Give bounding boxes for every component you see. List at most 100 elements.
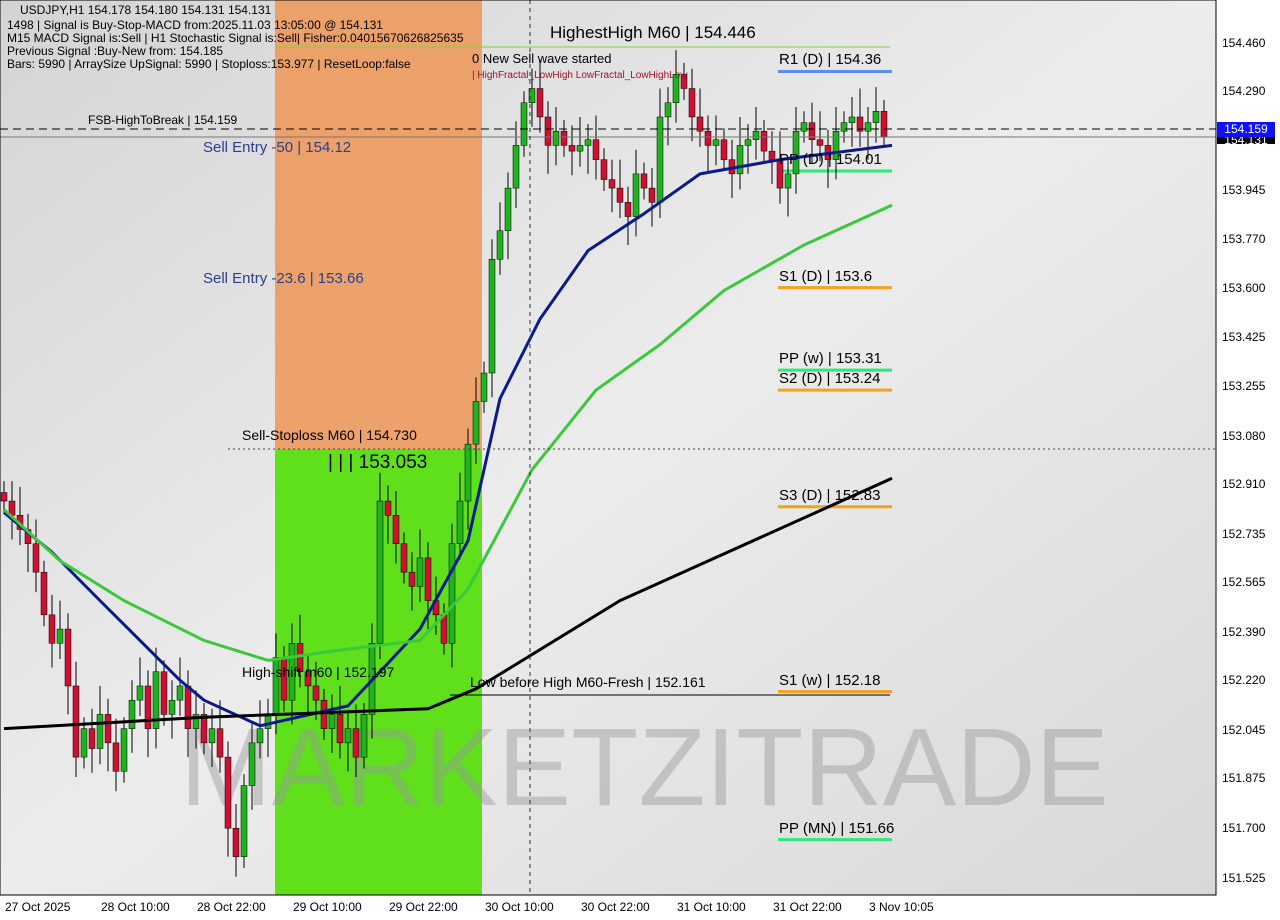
candle-body (688, 88, 696, 118)
candle-body (248, 742, 256, 786)
candle-body (520, 102, 528, 146)
candle-body (336, 714, 344, 744)
candle-body (224, 756, 232, 829)
symbol-ohlc: USDJPY,H1 154.178 154.180 154.131 154.13… (20, 3, 272, 17)
pivot-level-label: PP (MN) | 151.66 (779, 819, 895, 837)
candle-body (80, 728, 88, 758)
price-tick-label: 154.460 (1222, 36, 1266, 50)
candle-body (808, 122, 816, 140)
candle-body (424, 557, 432, 601)
candle-body (360, 714, 368, 758)
new-sell-wave-label: 0 New Sell wave started (472, 51, 612, 66)
highest-high-label: HighestHigh M60 | 154.446 (550, 23, 756, 42)
bars-info: Bars: 5990 | ArraySize UpSignal: 5990 | … (7, 57, 411, 71)
last-price-tag: 154.131 (1217, 137, 1275, 144)
time-tick-label: 30 Oct 10:00 (485, 900, 554, 914)
candle-body (384, 500, 392, 516)
signal-line: 1498 | Signal is Buy-Stop-MACD from:2025… (7, 18, 383, 32)
candle-body (800, 122, 808, 132)
candle-body (480, 372, 488, 402)
candle-body (400, 543, 408, 573)
candle-body (288, 643, 296, 701)
price-tick-label: 152.390 (1222, 624, 1266, 639)
candle-body (832, 130, 840, 160)
price-tick-label: 151.875 (1222, 771, 1266, 786)
candle-body (872, 111, 880, 123)
candle-body (664, 102, 672, 118)
candle-body (40, 571, 48, 616)
candle-body (656, 116, 664, 203)
candle-body (544, 116, 552, 146)
pivot-level-label: S2 (D) | 153.24 (779, 370, 881, 388)
candle-body (784, 173, 792, 189)
candle-body (184, 685, 192, 729)
pivot-level-label: PP (D) | 154.01 (779, 151, 882, 169)
price-tick-label: 153.080 (1222, 428, 1266, 443)
sell-entry-236-label: Sell Entry -23.6 | 153.66 (203, 270, 364, 287)
price-tick-label: 153.945 (1222, 182, 1266, 197)
candle-body (344, 728, 352, 744)
candle-body (352, 728, 360, 758)
candle-body (64, 628, 72, 687)
candle-body (712, 139, 720, 146)
candle-body (472, 401, 480, 445)
price-tick-label: 152.220 (1222, 673, 1266, 688)
time-tick-label: 3 Nov 10:05 (869, 900, 934, 914)
candle-body (864, 122, 872, 132)
candle-body (328, 714, 336, 729)
moving-average-line-2 (3, 476, 893, 731)
candle-body (232, 827, 240, 857)
candle-body (704, 130, 712, 146)
candle-body (608, 179, 616, 189)
candle-body (616, 187, 624, 203)
candle-body (56, 628, 64, 644)
low-before-high-label: Low before High M60-Fresh | 152.161 (470, 674, 706, 690)
level-153053-label: | | | 153.053 (328, 452, 428, 473)
sell-zone (275, 0, 482, 449)
price-tick-label: 154.290 (1222, 84, 1266, 99)
candle-body (600, 159, 608, 180)
pivot-level-label: PP (w) | 153.31 (779, 350, 882, 368)
price-tick-label: 152.565 (1222, 575, 1266, 590)
candle-body (816, 139, 824, 146)
price-tick-label: 153.425 (1222, 330, 1266, 345)
pivot-level-label: S3 (D) | 152.83 (779, 486, 881, 504)
candle-body (536, 88, 544, 118)
candle-body (408, 571, 416, 587)
candle-body (672, 74, 680, 103)
candle-body (240, 785, 248, 857)
time-tick-label: 28 Oct 10:00 (101, 900, 170, 914)
candle-body (568, 145, 576, 152)
candle-body (488, 258, 496, 374)
candle-body (0, 492, 8, 502)
pivot-level-label: S1 (D) | 153.6 (779, 267, 873, 285)
plot-border (0, 0, 1217, 896)
candle-body (32, 543, 40, 573)
sell-entry-50-label: Sell Entry -50 | 154.12 (203, 139, 352, 156)
candle-body (736, 145, 744, 175)
candle-body (792, 130, 800, 175)
candle-body (416, 557, 424, 587)
price-tick-label: 151.700 (1222, 821, 1266, 836)
previous-signal: Previous Signal :Buy-New from: 154.185 (7, 44, 224, 58)
candle-body (152, 671, 160, 729)
candle-body (120, 728, 128, 772)
candle-body (624, 202, 632, 217)
time-tick-label: 29 Oct 10:00 (293, 900, 362, 914)
candle-body (648, 187, 656, 203)
candle-body (512, 145, 520, 189)
candle-body (376, 500, 384, 644)
plot-background (0, 0, 1216, 895)
moving-average-line-0 (3, 143, 893, 728)
candle-body (880, 111, 888, 137)
price-tick-label: 152.735 (1222, 526, 1266, 541)
candle-body (856, 116, 864, 132)
time-tick-label: 31 Oct 10:00 (677, 900, 746, 914)
candle-body (592, 139, 600, 160)
candle-body (192, 714, 200, 729)
candle-body (208, 728, 216, 744)
time-tick-label: 31 Oct 22:00 (773, 900, 842, 914)
candle-body (104, 714, 112, 744)
